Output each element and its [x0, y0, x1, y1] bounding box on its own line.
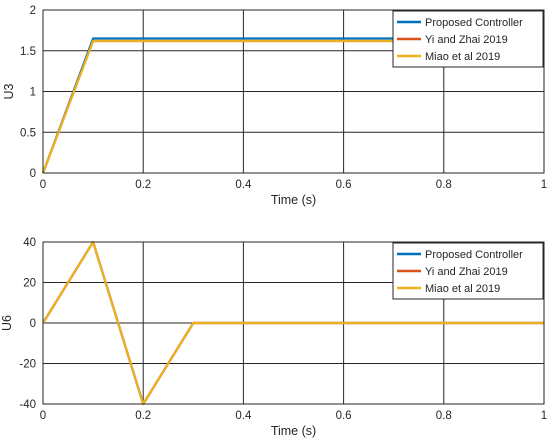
chart-2: 0 0.2 0.4 0.6 0.8 1 -40 -20 0 20 40 Time (s) U6 Propo… [0, 237, 547, 438]
legend-label-3: Miao et al 2019 [425, 283, 500, 295]
tick-labels: 0 0.2 0.4 0.6 0.8 1 -40 -20 0 20 40 [19, 237, 547, 422]
y-tick-label: -20 [19, 359, 36, 371]
x-tick-label: 0.6 [336, 410, 352, 422]
x-tick-label: 0.8 [436, 410, 452, 422]
x-tick-label: 0.4 [235, 179, 252, 191]
x-tick-label: 0 [40, 179, 46, 191]
y-tick-label: 40 [23, 237, 36, 249]
x-tick-label: 0.4 [235, 410, 252, 422]
axes-box [42, 241, 545, 405]
axes-box [42, 9, 545, 174]
y-tick-label: -40 [19, 399, 36, 411]
x-axis-label: Time (s) [271, 193, 316, 207]
x-tick-label: 0.8 [436, 179, 452, 191]
x-tick-label: 0.6 [336, 179, 352, 191]
x-tick-label: 0.2 [135, 410, 151, 422]
x-axis-label: Time (s) [271, 424, 316, 438]
y-tick-label: 1.5 [20, 46, 36, 58]
x-tick-label: 0 [40, 410, 46, 422]
y-tick-label: 0.5 [20, 127, 36, 139]
x-tick-label: 0.2 [135, 179, 151, 191]
y-tick-label: 1 [30, 87, 36, 99]
y-axis-label: U3 [2, 83, 16, 99]
legend-label-1: Proposed Controller [425, 17, 523, 29]
tick-labels: 0 0.2 0.4 0.6 0.8 1 0 0.5 1 1.5 2 [20, 5, 547, 191]
legend: Proposed Controller Yi and Zhai 2019 Miao … [392, 10, 544, 68]
y-tick-label: 20 [23, 278, 36, 290]
y-tick-label: 2 [30, 5, 36, 17]
legend: Proposed Controller Yi and Zhai 2019 Miao … [392, 242, 544, 300]
y-tick-label: 0 [30, 318, 36, 330]
x-tick-label: 1 [541, 410, 547, 422]
legend-label-2: Yi and Zhai 2019 [425, 34, 508, 46]
y-axis-label: U6 [0, 315, 14, 331]
legend-label-2: Yi and Zhai 2019 [425, 266, 508, 278]
x-tick-label: 1 [541, 179, 547, 191]
y-tick-label: 0 [30, 168, 36, 180]
chart-1: 0 0.2 0.4 0.6 0.8 1 0 0.5 1 1.5 2 Time (s) U3 Propose… [2, 5, 547, 207]
legend-label-1: Proposed Controller [425, 249, 523, 261]
legend-label-3: Miao et al 2019 [425, 51, 500, 63]
